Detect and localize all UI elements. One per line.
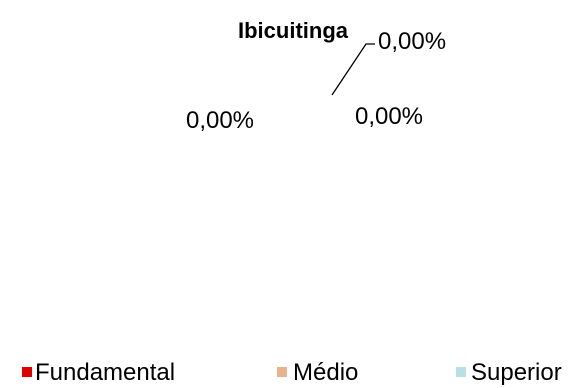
data-label-medio: 0,00% — [355, 103, 423, 130]
chart-title: Ibicuitinga — [238, 18, 349, 43]
legend-label-superior: Superior — [471, 359, 562, 386]
legend-swatch-medio — [277, 367, 287, 377]
chart-legend: Fundamental Médio Superior — [22, 359, 562, 386]
data-label-superior: 0,00% — [378, 28, 446, 55]
legend-swatch-fundamental — [22, 367, 32, 377]
data-label-fundamental: 0,00% — [186, 107, 254, 134]
legend-swatch-superior — [456, 367, 466, 377]
legend-label-fundamental: Fundamental — [35, 359, 175, 386]
data-label-leader-line — [331, 43, 375, 96]
legend-label-medio: Médio — [293, 359, 358, 386]
